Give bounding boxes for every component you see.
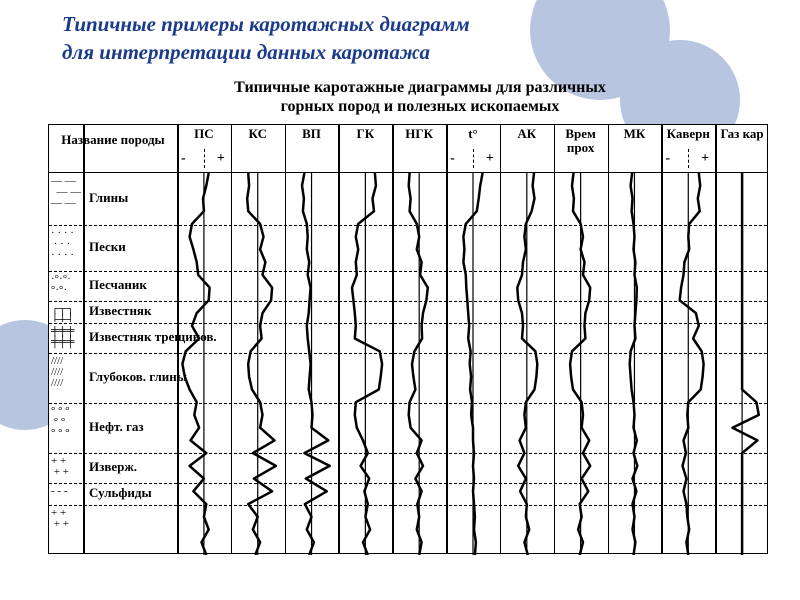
header-midline [204,149,205,168]
title-line1: Типичные примеры каротажных диаграмм [62,10,470,38]
minus-sign: - [181,151,186,167]
chart-title: Типичные каротажные диаграммы для различ… [70,78,770,116]
column-divider [83,125,85,553]
log-curve-GAZ [733,173,759,555]
header-midline [688,149,689,168]
page-title: Типичные примеры каротажных диаграмм для… [62,10,470,67]
log-curve-KS [247,173,276,555]
col-header-MK: МК [608,127,662,141]
plus-sign: + [701,151,709,167]
plus-sign: + [486,151,494,167]
column-divider [392,125,394,553]
chart-title-line2: горных пород и полезных ископаемых [281,98,560,115]
column-divider [446,125,448,553]
log-curve-GK [352,173,382,555]
minus-sign: - [665,151,670,167]
column-divider [661,125,663,553]
column-divider [554,125,556,553]
col-header-VR: Врем прох [554,127,608,156]
col-header-KS: КС [231,127,285,141]
column-divider [177,125,179,553]
col-header-KAV: Каверн [661,127,715,141]
log-curve-PS [182,173,209,555]
column-divider [715,125,717,553]
col-header-GAZ: Газ кар [715,127,769,141]
col-header-AK: АК [500,127,554,141]
rock-name-header: Название породы [51,133,175,147]
minus-sign: - [450,151,455,167]
header-midline [473,149,474,168]
log-diagram: Название породы ПС - + КСВПГКНГКt° - + АКВрем … [48,124,768,554]
column-divider [608,125,610,553]
chart-title-line1: Типичные каротажные диаграммы для различ… [234,79,606,96]
log-curve-MK [630,173,638,555]
log-curve-KAV [680,173,704,555]
log-curve-NGK [409,173,428,555]
column-divider [500,125,502,553]
column-divider [231,125,233,553]
title-line2: для интерпретации данных каротажа [62,38,470,66]
col-header-T: t° [446,127,500,141]
body-row: — — — — — —Глины· · · · · · · · · · ·Пес… [49,173,767,553]
col-header-GK: ГК [338,127,392,141]
column-divider [338,125,340,553]
col-header-PS: ПС [177,127,231,141]
plus-sign: + [217,151,225,167]
header-row: Название породы ПС - + КСВПГКНГКt° - + АКВрем … [49,125,767,173]
column-divider [285,125,287,553]
col-header-NGK: НГК [392,127,446,141]
col-header-VP: ВП [285,127,339,141]
log-curve-VP [302,173,330,555]
